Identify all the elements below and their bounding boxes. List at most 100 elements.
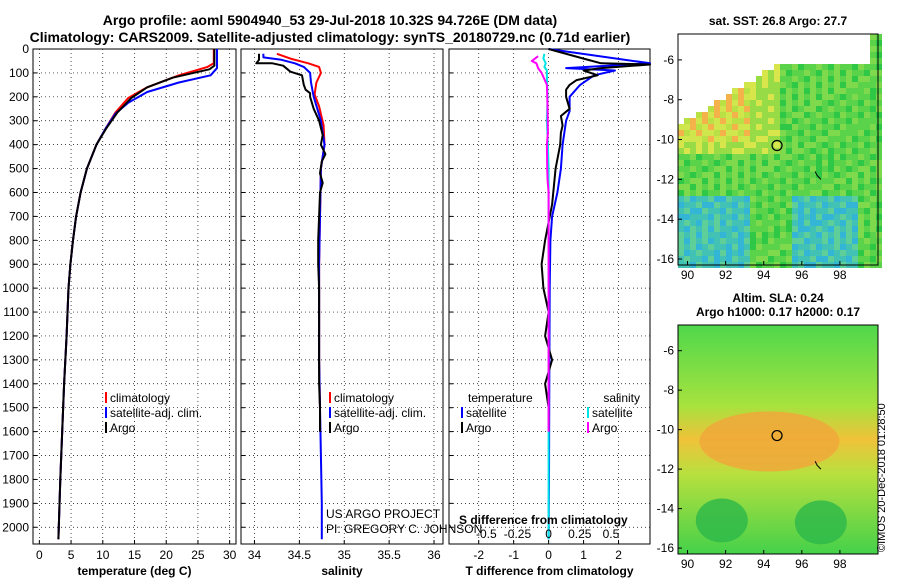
sst-map-cell — [816, 118, 822, 124]
sst-map-cell — [858, 250, 864, 256]
sst-map-cell — [756, 106, 762, 112]
sst-map-cell — [732, 94, 738, 100]
sst-map-cell — [840, 100, 846, 106]
sst-map-cell — [828, 202, 834, 208]
sst-map-cell — [810, 178, 816, 184]
sst-map-cell — [696, 190, 702, 196]
sst-map-cell — [852, 172, 858, 178]
sst-map-cell — [864, 154, 870, 160]
sst-map-cell — [786, 94, 792, 100]
sst-map-cell — [846, 214, 852, 220]
sst-map-cell — [792, 196, 798, 202]
sst-map-cell — [738, 196, 744, 202]
sst-map-cell — [798, 178, 804, 184]
sst-map-cell — [678, 154, 684, 160]
sst-map-cell — [864, 70, 870, 76]
salinity-diff-tick-label: 0 — [545, 527, 552, 541]
sst-map-cell — [816, 124, 822, 130]
sst-map-cell — [852, 190, 858, 196]
sst-map-cell — [690, 220, 696, 226]
credit-text: ©IMOS 20-Dec-2018 01:28:50 — [876, 403, 888, 552]
difference-xlabel: T difference from climatology — [465, 564, 633, 578]
sla_map-x-tick-label: 90 — [681, 557, 695, 571]
sst-map-cell — [726, 130, 732, 136]
sst-map-cell — [762, 244, 768, 250]
sst-map-cell — [774, 64, 780, 70]
sst-map-cell — [774, 94, 780, 100]
sst-map-cell — [744, 190, 750, 196]
sst-map-cell — [852, 208, 858, 214]
sst-map-cell — [846, 148, 852, 154]
sst-map-cell — [708, 136, 714, 142]
sst-map-cell — [738, 256, 744, 262]
sst-map-cell — [762, 106, 768, 112]
sla-map-title: Altim. SLA: 0.24 — [732, 291, 824, 305]
sst-map-cell — [750, 124, 756, 130]
sst-map-cell — [876, 178, 882, 184]
sst-map-cell — [852, 76, 858, 82]
sst-map-cell — [786, 220, 792, 226]
sst-map-cell — [744, 136, 750, 142]
sst-map-cell — [702, 226, 708, 232]
sst-map-cell — [834, 220, 840, 226]
sst-map-cell — [738, 94, 744, 100]
sst-map-cell — [858, 202, 864, 208]
sst-map-cell — [858, 82, 864, 88]
sst-map-cell — [834, 166, 840, 172]
sst-map-cell — [816, 196, 822, 202]
sst-map-cell — [702, 118, 708, 124]
sst-map-cell — [846, 70, 852, 76]
sst-map-cell — [870, 100, 876, 106]
sst-map-cell — [840, 124, 846, 130]
sst-map-cell — [870, 178, 876, 184]
sst-map-cell — [750, 172, 756, 178]
sst-map-cell — [828, 244, 834, 250]
sst-map-cell — [828, 106, 834, 112]
sst_map-y-tick-label: -14 — [657, 212, 675, 226]
sst-map-cell — [720, 208, 726, 214]
sst-map-cell — [804, 232, 810, 238]
sst_map-y-tick-label: -6 — [663, 53, 674, 67]
sst-map-cell — [762, 142, 768, 148]
sst-map-cell — [780, 112, 786, 118]
sst-map-cell — [864, 244, 870, 250]
sst-map-cell — [786, 238, 792, 244]
sst-map-cell — [870, 154, 876, 160]
sst-map-cell — [744, 178, 750, 184]
sst-map-cell — [804, 166, 810, 172]
sst-map-cell — [684, 220, 690, 226]
sst-map-cell — [834, 70, 840, 76]
sst-map-cell — [780, 100, 786, 106]
sst-map-cell — [846, 100, 852, 106]
sst-map-cell — [750, 202, 756, 208]
sst-map-cell — [804, 220, 810, 226]
sst-map-cell — [864, 256, 870, 262]
sst-map-cell — [858, 238, 864, 244]
sst-map-cell — [804, 94, 810, 100]
sst-map-cell — [864, 160, 870, 166]
depth-tick-label: 600 — [9, 185, 29, 199]
sla_map-y-tick-label: -8 — [663, 383, 674, 397]
sst-map-cell — [810, 124, 816, 130]
sst-map-cell — [738, 118, 744, 124]
sst_map-island — [814, 171, 822, 180]
sst-map-cell — [834, 232, 840, 238]
sst-map-cell — [846, 208, 852, 214]
sst-map-cell — [768, 196, 774, 202]
sst-map-cell — [720, 178, 726, 184]
sst-map-cell — [726, 160, 732, 166]
sst-map-cell — [696, 250, 702, 256]
sst-map-cell — [780, 250, 786, 256]
sst-map-cell — [852, 82, 858, 88]
sst_map-frame — [677, 33, 879, 266]
sst-map-cell — [792, 112, 798, 118]
sst-map-cell — [876, 202, 882, 208]
sst-map-cell — [846, 178, 852, 184]
sst-map-cell — [720, 250, 726, 256]
sst-map-cell — [792, 256, 798, 262]
sst-map-cell — [822, 148, 828, 154]
sst-map-cell — [822, 142, 828, 148]
sst-map-cell — [690, 154, 696, 160]
sst-map-cell — [684, 202, 690, 208]
sst-map-cell — [720, 172, 726, 178]
